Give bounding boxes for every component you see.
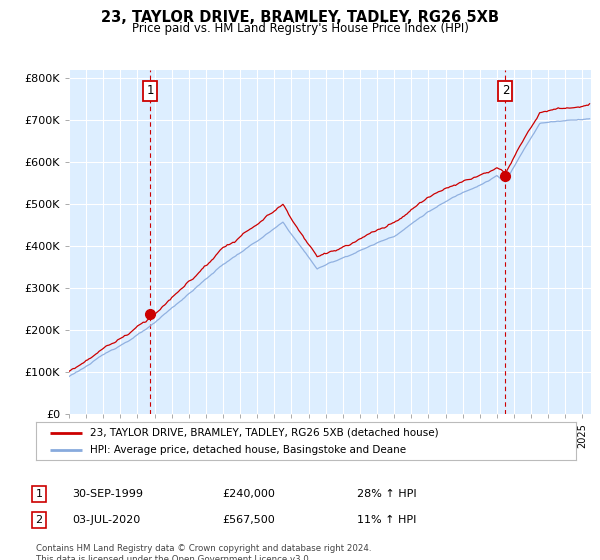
Text: 03-JUL-2020: 03-JUL-2020 — [72, 515, 140, 525]
Text: £567,500: £567,500 — [222, 515, 275, 525]
Text: 30-SEP-1999: 30-SEP-1999 — [72, 489, 143, 499]
Text: HPI: Average price, detached house, Basingstoke and Deane: HPI: Average price, detached house, Basi… — [90, 445, 406, 455]
Text: 28% ↑ HPI: 28% ↑ HPI — [357, 489, 416, 499]
Text: 23, TAYLOR DRIVE, BRAMLEY, TADLEY, RG26 5XB: 23, TAYLOR DRIVE, BRAMLEY, TADLEY, RG26 … — [101, 10, 499, 25]
Text: 23, TAYLOR DRIVE, BRAMLEY, TADLEY, RG26 5XB (detached house): 23, TAYLOR DRIVE, BRAMLEY, TADLEY, RG26 … — [90, 427, 439, 437]
Text: 2: 2 — [35, 515, 43, 525]
Text: 1: 1 — [35, 489, 43, 499]
Text: Price paid vs. HM Land Registry's House Price Index (HPI): Price paid vs. HM Land Registry's House … — [131, 22, 469, 35]
Text: 11% ↑ HPI: 11% ↑ HPI — [357, 515, 416, 525]
Text: 2: 2 — [502, 85, 509, 97]
Text: £240,000: £240,000 — [222, 489, 275, 499]
Text: 1: 1 — [146, 85, 154, 97]
Text: Contains HM Land Registry data © Crown copyright and database right 2024.
This d: Contains HM Land Registry data © Crown c… — [36, 544, 371, 560]
